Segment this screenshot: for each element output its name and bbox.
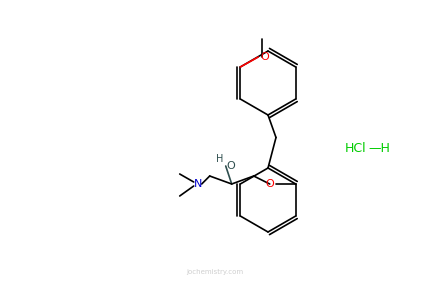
Text: N: N — [193, 179, 201, 189]
Text: O: O — [226, 161, 235, 171]
Text: O: O — [260, 52, 268, 62]
Text: H: H — [216, 154, 223, 164]
Text: HCl: HCl — [344, 141, 366, 154]
Text: jochemistry.com: jochemistry.com — [186, 269, 243, 275]
Text: —H: —H — [367, 141, 389, 154]
Text: O: O — [264, 179, 273, 189]
